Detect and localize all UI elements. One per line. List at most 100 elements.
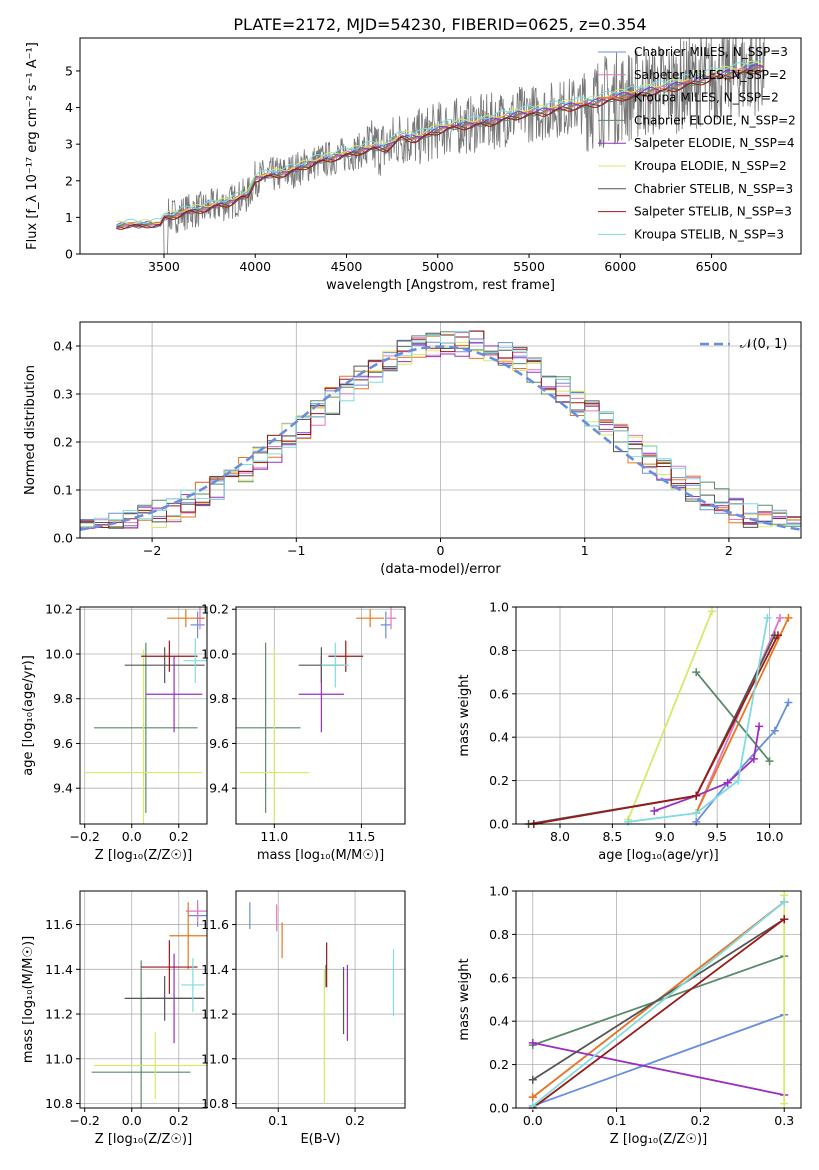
y-axis-label: Normed distribution <box>23 365 38 495</box>
histogram-step <box>80 330 801 528</box>
x-axis-label: Z [log₁₀(Z/Z☉)] <box>610 1132 707 1147</box>
legend-entry: Kroupa ELODIE, N_SSP=2 <box>634 159 787 173</box>
axes-spectrum: 3500 4000 4500 5000 5500 6000 6500 0 1 2 3 4 5 wavele… <box>25 37 802 293</box>
data-point-marker <box>780 1099 789 1108</box>
y-tick-label: 0.6 <box>489 686 509 701</box>
y-tick-label: 11.0 <box>45 1051 73 1066</box>
data-point-marker <box>528 1038 537 1047</box>
y-tick-label: 0.3 <box>53 387 73 402</box>
y-axis-label: mass [log₁₀(M/M☉)] <box>21 936 36 1063</box>
y-tick-label: 1.0 <box>489 600 509 615</box>
plot-area-age_vs_mass <box>236 607 397 824</box>
weight-line <box>532 918 785 1081</box>
y-tick-label: 10.2 <box>45 602 73 617</box>
x-tick-label: 3500 <box>148 259 180 274</box>
y-tick-label: 0.0 <box>53 531 73 546</box>
y-tick-label: 9.6 <box>209 736 229 751</box>
y-tick-label: 10.0 <box>201 646 229 661</box>
axes-age_vs_mass: 11.0 11.5 9.4 9.6 9.8 10.0 10.2 mass [log₁₀(M/M… <box>201 602 406 863</box>
data-point-marker <box>692 809 701 818</box>
data-point-marker <box>763 613 772 622</box>
y-axis-label: mass weight <box>457 674 472 756</box>
y-tick-label: 10.2 <box>201 602 229 617</box>
x-tick-label: 9.5 <box>707 829 727 844</box>
axes-frame <box>235 606 406 825</box>
weight-line <box>695 671 771 762</box>
legend-entry: Kroupa MILES, N_SSP=2 <box>634 91 779 105</box>
y-tick-label: 1.0 <box>489 884 509 899</box>
data-point-marker <box>776 613 785 622</box>
data-point-marker <box>780 897 789 906</box>
figure-title: PLATE=2172, MJD=54230, FIBERID=0625, z=0… <box>233 15 646 34</box>
y-tick-label: 9.8 <box>53 691 73 706</box>
y-tick-label: 5 <box>65 63 73 78</box>
x-tick-label: 0.3 <box>774 1113 794 1128</box>
histogram-step <box>80 331 801 528</box>
x-axis-label: mass [log₁₀(M/M☉)] <box>257 848 384 863</box>
y-tick-label: 10.8 <box>45 1096 73 1111</box>
legend-entry: Salpeter STELIB, N_SSP=3 <box>634 205 792 219</box>
x-tick-label: 0.2 <box>690 1113 710 1128</box>
axes-mass_vs_ebv: 0.1 0.2 10.8 11.0 11.2 11.4 11.6 E(B-V) <box>201 890 406 1147</box>
x-tick-label: 8.0 <box>550 829 570 844</box>
y-tick-label: 0.1 <box>53 483 73 498</box>
x-tick-label: 10.0 <box>756 829 784 844</box>
x-tick-label: 11.5 <box>348 829 376 844</box>
y-tick-label: 2 <box>65 173 73 188</box>
weight-line <box>532 1013 785 1107</box>
legend-entry: Salpeter ELODIE, N_SSP=4 <box>634 136 795 150</box>
x-tick-label: −2 <box>143 543 161 558</box>
x-axis-label: age [log₁₀(age/yr)] <box>598 848 719 863</box>
legend-entry: Chabrier ELODIE, N_SSP=2 <box>634 113 796 127</box>
legend-entry: 𝒩(0, 1) <box>740 337 787 352</box>
plot-area-residuals <box>80 330 801 531</box>
x-tick-label: 6500 <box>696 259 728 274</box>
y-axis-label: Flux [f_λ 10⁻¹⁷ erg cm⁻² s⁻¹ A⁻¹] <box>25 42 40 250</box>
model-spectrum-line <box>116 57 764 226</box>
plot-area-mass_vs_ebv <box>249 902 395 1104</box>
y-tick-label: 0.4 <box>489 1014 509 1029</box>
data-point-marker <box>784 613 793 622</box>
x-tick-label: 4000 <box>239 259 271 274</box>
x-tick-label: 0.0 <box>523 1113 543 1128</box>
weight-line <box>627 610 713 821</box>
axes-frame <box>79 890 208 1109</box>
y-tick-label: 0.0 <box>489 1101 509 1116</box>
x-tick-label: 11.0 <box>260 829 288 844</box>
data-point-marker <box>734 776 743 785</box>
data-point-marker <box>692 791 701 800</box>
model-spectrum-line <box>116 69 764 229</box>
model-spectrum-line <box>116 69 764 230</box>
x-tick-label: 8.5 <box>602 829 622 844</box>
x-tick-label: −0.2 <box>70 1113 100 1128</box>
weight-line <box>695 617 781 814</box>
y-tick-label: 0.8 <box>489 927 509 942</box>
x-tick-label: 2 <box>725 543 733 558</box>
x-tick-label: 0.0 <box>122 829 142 844</box>
y-tick-label: 0.2 <box>489 1057 509 1072</box>
x-tick-label: −1 <box>287 543 305 558</box>
y-tick-label: 11.2 <box>45 1007 73 1022</box>
plot-area-mass_vs_Z <box>91 899 207 1108</box>
legend-entry: Chabrier STELIB, N_SSP=3 <box>634 182 793 196</box>
data-point-marker <box>773 631 782 640</box>
y-tick-label: 0.4 <box>53 339 73 354</box>
data-point-marker <box>770 726 779 735</box>
y-tick-label: 0.4 <box>489 730 509 745</box>
y-tick-label: 0.0 <box>489 817 509 832</box>
y-tick-label: 1 <box>65 210 73 225</box>
y-tick-label: 9.4 <box>209 781 229 796</box>
y-tick-label: 11.6 <box>45 917 73 932</box>
data-point-marker <box>528 1075 537 1084</box>
weight-line <box>627 617 769 823</box>
axes-frame <box>515 890 802 1109</box>
x-axis-label: wavelength [Angstrom, rest frame] <box>326 278 555 293</box>
y-tick-label: 9.4 <box>53 781 73 796</box>
data-point-marker <box>755 722 764 731</box>
data-point-marker <box>780 915 789 924</box>
data-point-marker <box>784 698 793 707</box>
y-tick-label: 0 <box>65 247 73 262</box>
data-point-marker <box>723 778 732 787</box>
x-tick-label: 4500 <box>331 259 363 274</box>
